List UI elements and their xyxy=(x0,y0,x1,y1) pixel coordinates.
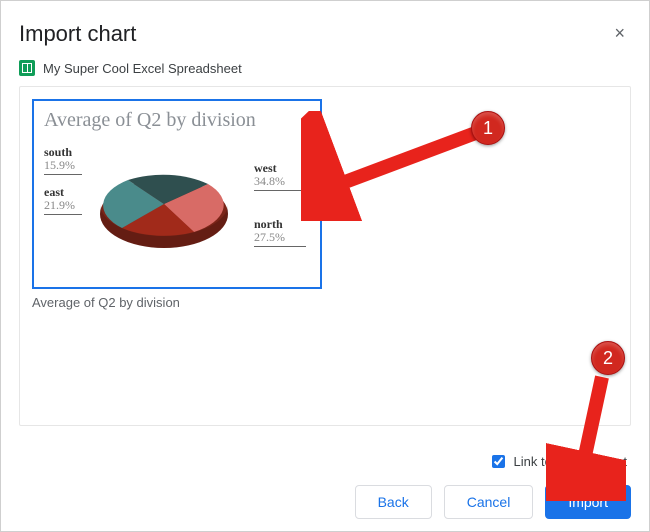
annotation-badge-2: 2 xyxy=(591,341,625,375)
link-to-spreadsheet-checkbox[interactable] xyxy=(492,455,505,468)
slice-label-north: north27.5% xyxy=(254,218,306,247)
back-button[interactable]: Back xyxy=(355,485,432,519)
close-icon[interactable]: × xyxy=(608,19,631,48)
import-button[interactable]: Import xyxy=(545,485,631,519)
slice-label-south: south15.9% xyxy=(44,146,82,175)
dialog-title: Import chart xyxy=(19,21,136,47)
pie-chart: south15.9% east21.9% west34.8% north27.5… xyxy=(44,138,310,278)
dialog-footer: Back Cancel Import xyxy=(355,485,631,519)
dialog-header: Import chart × xyxy=(1,1,649,56)
link-to-spreadsheet-label: Link to spreadsheet xyxy=(514,454,627,469)
link-to-spreadsheet-row[interactable]: Link to spreadsheet xyxy=(488,452,627,471)
annotation-badge-1: 1 xyxy=(471,111,505,145)
chart-thumbnail[interactable]: Average of Q2 by division xyxy=(32,99,322,289)
chart-caption: Average of Q2 by division xyxy=(32,295,618,310)
source-file-row: My Super Cool Excel Spreadsheet xyxy=(1,56,649,86)
slice-label-east: east21.9% xyxy=(44,186,82,215)
chart-title: Average of Q2 by division xyxy=(44,109,310,132)
chart-picker-panel: Average of Q2 by division xyxy=(19,86,631,426)
cancel-button[interactable]: Cancel xyxy=(444,485,534,519)
sheets-icon xyxy=(19,60,35,76)
pie-svg xyxy=(44,138,314,278)
source-file-name: My Super Cool Excel Spreadsheet xyxy=(43,61,242,76)
dialog-window: Import chart × My Super Cool Excel Sprea… xyxy=(0,0,650,532)
slice-label-west: west34.8% xyxy=(254,162,306,191)
